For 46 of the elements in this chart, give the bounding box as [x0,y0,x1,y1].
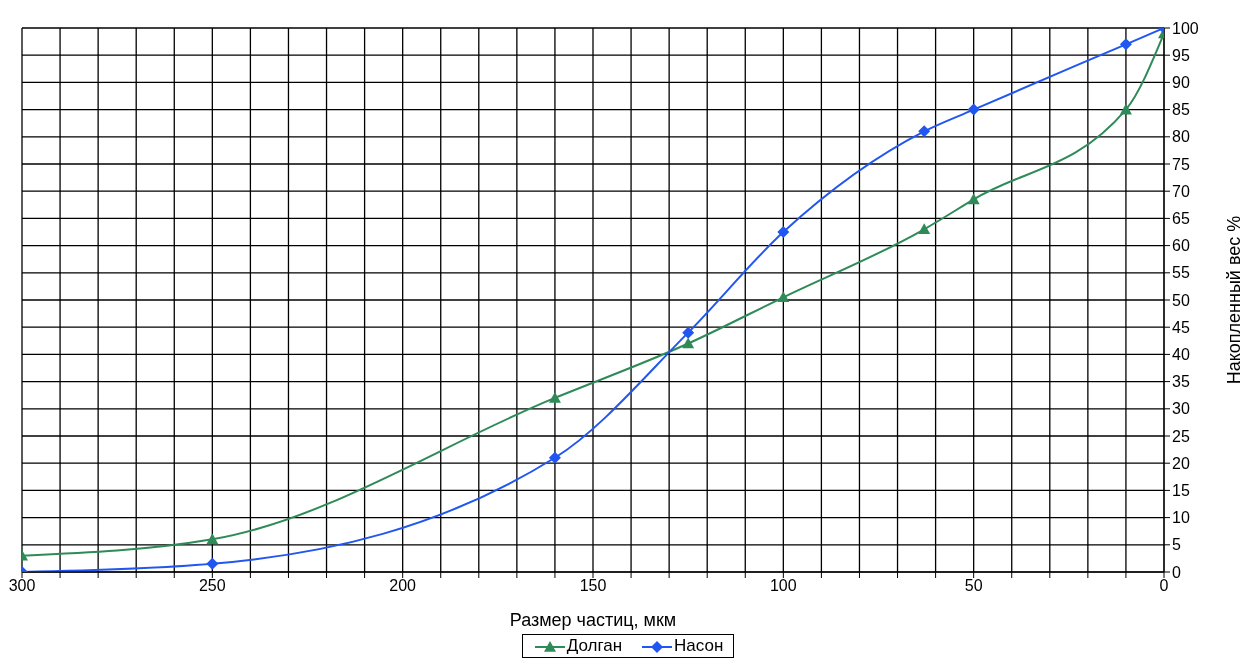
point [548,451,561,464]
y-tick-label: 90 [1172,74,1190,92]
x-tick-label: 0 [1159,577,1169,595]
point [777,226,790,238]
point [967,193,980,205]
y-tick-label: 45 [1172,318,1190,336]
y-tick-label: 60 [1172,237,1190,255]
x-tick-label: 150 [579,577,607,595]
y-tick-label: 35 [1172,373,1190,391]
y-tick-label: 30 [1172,400,1190,418]
point [682,337,695,349]
y-tick-label: 20 [1172,454,1190,472]
y-tick-label: 75 [1172,155,1190,173]
y-tick-label: 5 [1172,536,1181,554]
legend-label: Долган [565,636,623,656]
x-axis-title: Размер частиц, мкм [509,610,677,630]
y-tick-label: 50 [1172,291,1190,309]
y-tick-label: 70 [1172,182,1190,200]
point [206,533,219,545]
x-tick-label: 200 [389,577,417,595]
point [1119,103,1132,115]
y-tick-label: 15 [1172,482,1190,500]
point [918,223,931,235]
y-tick-label: 25 [1172,427,1190,445]
y-tick-label: 40 [1172,346,1190,364]
x-tick-label: 250 [198,577,226,595]
y-tick-label: 65 [1172,210,1190,228]
point [682,326,695,339]
x-tick-label: 50 [964,577,983,595]
point [206,557,219,570]
point [967,103,980,116]
x-tick-label: 100 [769,577,797,595]
y-tick-label: 100 [1172,19,1199,37]
y-tick-label: 55 [1172,264,1190,282]
point [548,391,561,403]
y-tick-label: 10 [1172,509,1190,527]
point [777,291,790,303]
x-tick-label: 300 [8,577,36,595]
y-axis-title: Накопленный вес % [1224,215,1245,385]
legend-label: Насон [673,636,724,656]
point [1119,38,1132,51]
y-tick-label: 95 [1172,46,1190,64]
point [918,125,931,138]
y-tick-label: 85 [1172,101,1190,119]
y-tick-label: 0 [1172,563,1181,581]
y-tick-label: 80 [1172,128,1190,146]
